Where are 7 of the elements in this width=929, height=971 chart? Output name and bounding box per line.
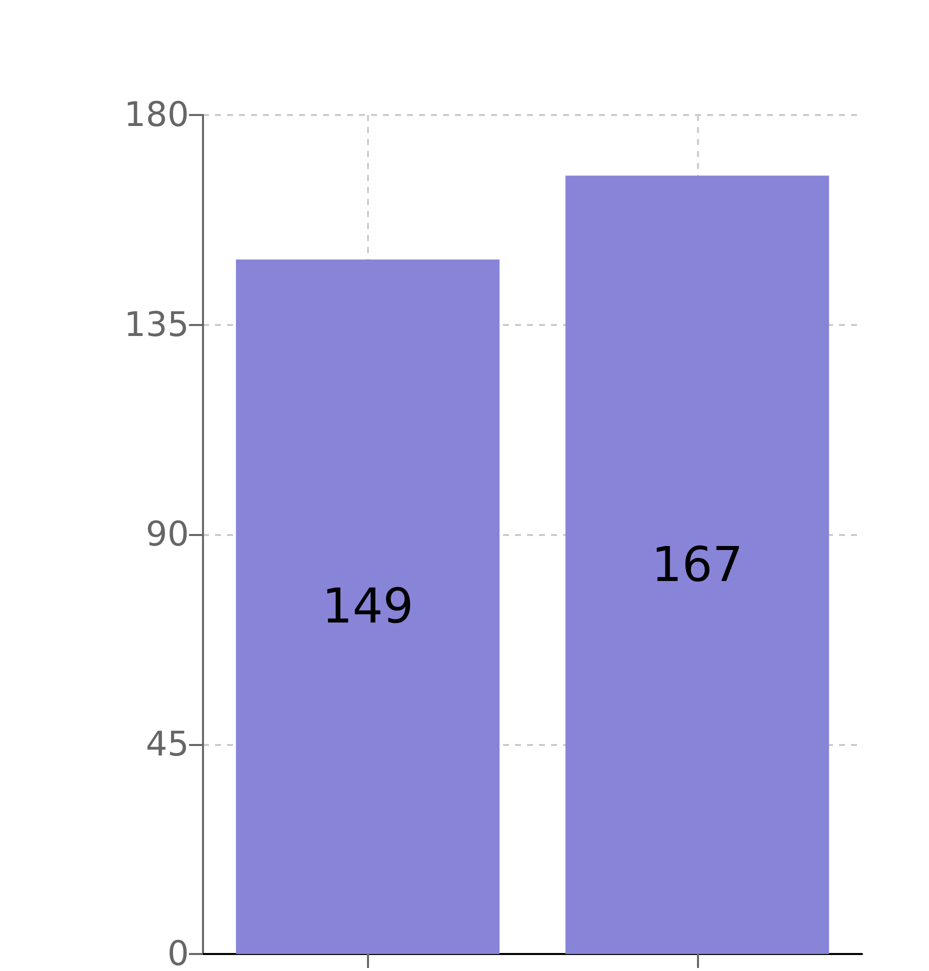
y-tick-label: 180 <box>124 95 189 135</box>
y-tick-label: 45 <box>146 724 189 764</box>
data-label: 167 <box>651 536 744 593</box>
y-tick-label: 135 <box>124 304 189 345</box>
y-tick-label: 90 <box>146 514 189 554</box>
data-label: 149 <box>322 578 414 635</box>
y-tick-label: 0 <box>167 934 189 971</box>
